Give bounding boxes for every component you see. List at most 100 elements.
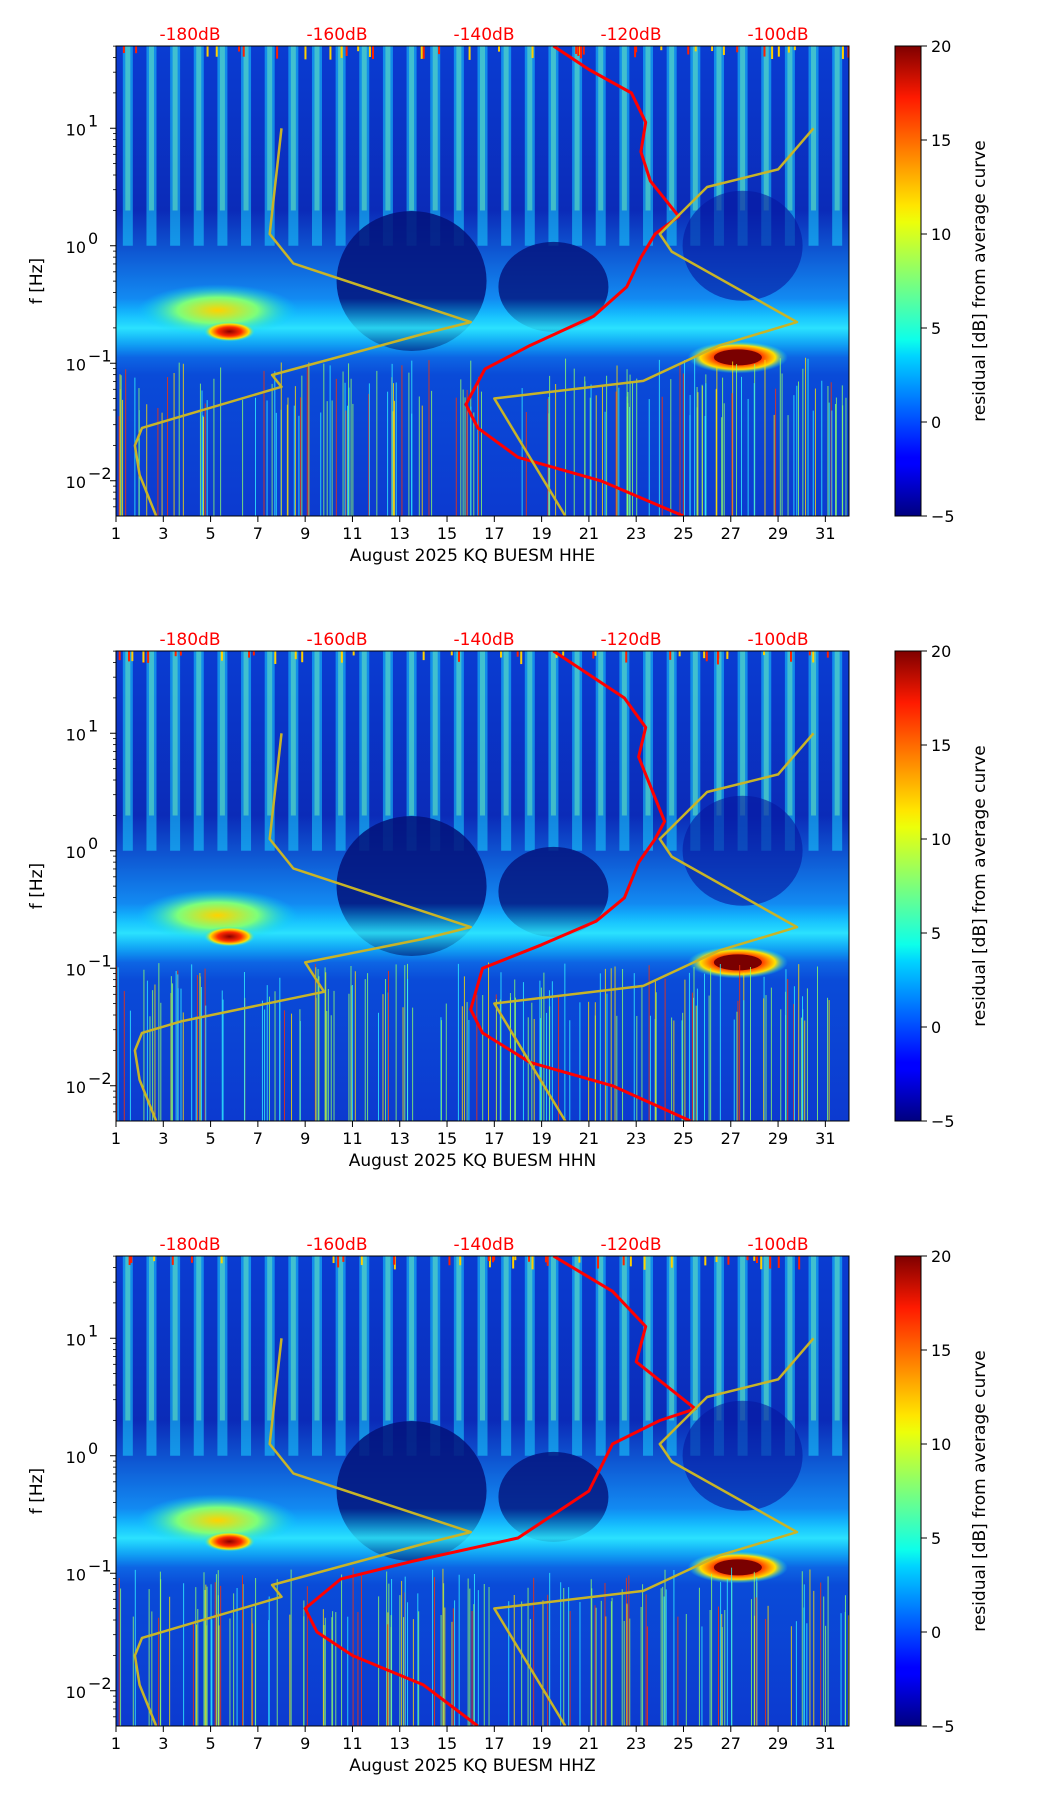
top-glitch — [514, 1256, 517, 1261]
x-tick-label: 1 — [111, 1734, 121, 1753]
top-db-label: -160dB — [306, 25, 367, 45]
top-glitch — [242, 46, 245, 57]
daily-streak — [477, 1256, 488, 1456]
daily-streak-core — [267, 651, 273, 816]
daily-streak-core — [692, 1256, 698, 1421]
red-noise-curve — [469, 651, 692, 1121]
daily-streak-core — [432, 1256, 438, 1421]
daily-streak-core — [219, 1256, 225, 1421]
top-glitch — [438, 46, 441, 55]
y-axis-label: f [Hz] — [27, 1468, 47, 1514]
top-glitch — [634, 46, 637, 58]
daily-streak-core — [338, 651, 344, 816]
y-tick-exponent: −2 — [88, 1674, 112, 1693]
daily-streak — [832, 1256, 843, 1456]
x-axis-label: August 2025 KQ BUESM HHE — [350, 546, 596, 566]
top-glitch — [798, 1256, 801, 1270]
y-tick-label: 10 — [66, 238, 86, 257]
daily-streak — [335, 46, 346, 246]
top-db-label: -160dB — [306, 1235, 367, 1255]
daily-streak-core — [621, 1256, 627, 1421]
daily-streak-core — [243, 46, 249, 211]
daily-streak — [737, 1256, 748, 1456]
daily-streak — [406, 1256, 417, 1456]
y-tick-label: 10 — [66, 355, 86, 374]
daily-streak-core — [645, 1256, 651, 1421]
olive-model-curve — [493, 732, 815, 1121]
daily-streak — [784, 46, 795, 246]
colorbar-label: residual [dB] from average curve — [970, 745, 990, 1026]
top-glitch — [301, 651, 304, 663]
x-tick-label: 15 — [437, 1734, 457, 1753]
daily-streak — [619, 46, 630, 246]
top-glitch — [579, 46, 582, 59]
daily-streak — [548, 1256, 559, 1456]
top-glitch — [531, 1256, 534, 1270]
top-glitch — [142, 651, 145, 663]
daily-streak-core — [503, 1256, 509, 1421]
y-axis-label: f [Hz] — [27, 863, 47, 909]
daily-streak-core — [456, 651, 462, 816]
y-tick-exponent: 1 — [88, 111, 98, 130]
daily-streak — [477, 46, 488, 246]
top-db-label: -180dB — [159, 630, 220, 650]
daily-streak — [501, 1256, 512, 1456]
x-tick-label: 13 — [390, 524, 410, 543]
daily-streak — [382, 1256, 393, 1456]
microseism-blob — [137, 1494, 298, 1547]
colorbar-tick-label: 15 — [931, 1341, 951, 1360]
top-glitch — [238, 46, 241, 52]
x-tick-label: 21 — [579, 1129, 599, 1148]
x-tick-label: 7 — [253, 1129, 263, 1148]
daily-streak — [761, 46, 772, 246]
top-glitch — [304, 46, 307, 60]
daily-streak-core — [290, 46, 296, 211]
daily-streak — [430, 46, 441, 246]
top-glitch — [704, 1256, 707, 1266]
top-glitch — [130, 1256, 133, 1263]
daily-streak — [761, 1256, 772, 1456]
daily-streak — [193, 46, 204, 246]
x-tick-label: 27 — [721, 1129, 741, 1148]
olive-model-curve — [493, 1337, 815, 1726]
colorbar — [894, 1255, 922, 1727]
top-glitch — [716, 651, 719, 665]
top-glitch — [360, 1256, 363, 1266]
x-tick-label: 1 — [111, 1129, 121, 1148]
colorbar-tick-label: 10 — [931, 225, 951, 244]
hot-spot-core — [713, 954, 762, 971]
daily-streak-core — [480, 46, 485, 211]
daily-streak-core — [598, 46, 604, 211]
daily-streak-core — [432, 46, 438, 211]
daily-streak-core — [409, 1256, 415, 1421]
daily-streak-core — [196, 1256, 202, 1421]
daily-streak — [359, 46, 370, 246]
top-glitch — [118, 651, 121, 661]
x-tick-label: 11 — [342, 524, 362, 543]
daily-streak-core — [148, 46, 154, 211]
daily-streak-core — [480, 651, 485, 816]
daily-streak-core — [219, 651, 225, 816]
top-glitch — [171, 1256, 174, 1265]
y-tick-label: 10 — [66, 473, 86, 492]
x-tick-label: 5 — [205, 524, 215, 543]
daily-streak-core — [834, 1256, 840, 1421]
daily-streak — [690, 651, 701, 851]
colorbar-tick-label: −5 — [931, 507, 955, 526]
colorbar — [894, 45, 922, 517]
daily-streak — [808, 1256, 819, 1456]
daily-streak — [713, 1256, 724, 1456]
daily-streak-core — [669, 1256, 675, 1421]
colorbar-tick-label: 5 — [931, 1529, 941, 1548]
top-glitch — [128, 1256, 131, 1266]
daily-streak-core — [172, 46, 178, 211]
top-glitch — [340, 651, 343, 663]
daily-streak-core — [621, 651, 627, 816]
daily-streak-core — [692, 651, 698, 816]
top-db-label: -100dB — [747, 25, 808, 45]
daily-streak-core — [811, 46, 817, 211]
top-glitch — [457, 651, 460, 662]
x-tick-label: 29 — [768, 1734, 788, 1753]
top-glitch — [694, 46, 697, 52]
